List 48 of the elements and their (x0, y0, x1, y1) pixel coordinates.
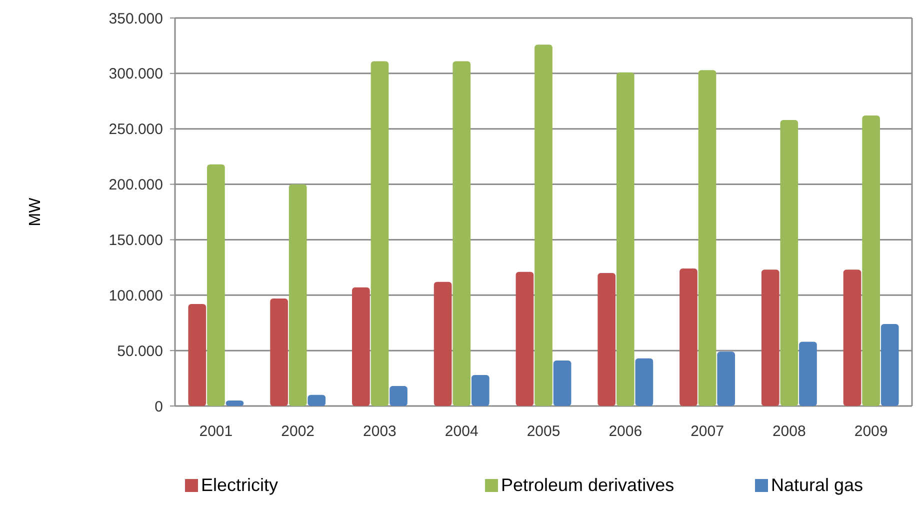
bar (452, 61, 471, 406)
bar (516, 272, 534, 406)
y-tick-label: 50.000 (117, 342, 163, 360)
bar (780, 120, 798, 406)
bar (352, 287, 370, 406)
bar (226, 400, 244, 406)
bar (188, 304, 206, 406)
legend-label: Electricity (201, 475, 278, 495)
y-tick-label: 350.000 (108, 10, 163, 28)
bar (553, 360, 572, 406)
x-tick-label: 2009 (854, 423, 888, 440)
x-tick-label: 2004 (444, 423, 478, 440)
y-tick-label: 0 (154, 398, 163, 416)
y-tick-label: 250.000 (108, 121, 163, 138)
bar (698, 70, 716, 406)
y-tick-label: 100.000 (108, 287, 163, 304)
x-tick-label: 2001 (199, 423, 233, 440)
bar (799, 342, 817, 406)
y-axis-title: MW (27, 196, 44, 226)
y-tick-label: 300.000 (108, 66, 163, 83)
x-tick-label: 2007 (690, 423, 724, 440)
bar (717, 352, 735, 406)
bar (308, 394, 326, 406)
bar (370, 61, 389, 406)
bar (862, 116, 880, 406)
x-tick-label: 2006 (608, 423, 642, 440)
y-tick-label: 200.000 (108, 176, 163, 194)
bar (270, 298, 288, 406)
x-tick-label: 2003 (363, 423, 396, 440)
bar (761, 270, 780, 406)
bar (471, 374, 490, 406)
x-tick-label: 2008 (772, 423, 806, 440)
bar (598, 272, 616, 406)
bar (390, 386, 408, 406)
x-tick-label: 2002 (281, 423, 315, 440)
bar (534, 44, 552, 406)
bar (207, 164, 225, 406)
bar (288, 184, 307, 406)
bar (880, 324, 899, 406)
x-tick-label: 2005 (526, 423, 560, 440)
bar (843, 270, 862, 406)
bar (616, 72, 634, 406)
legend-label: Natural gas (771, 475, 864, 495)
bar (434, 282, 452, 406)
bar (635, 358, 654, 406)
legend-label: Petroleum derivatives (501, 475, 674, 495)
y-tick-label: 150.000 (108, 232, 163, 249)
bar (680, 268, 698, 406)
